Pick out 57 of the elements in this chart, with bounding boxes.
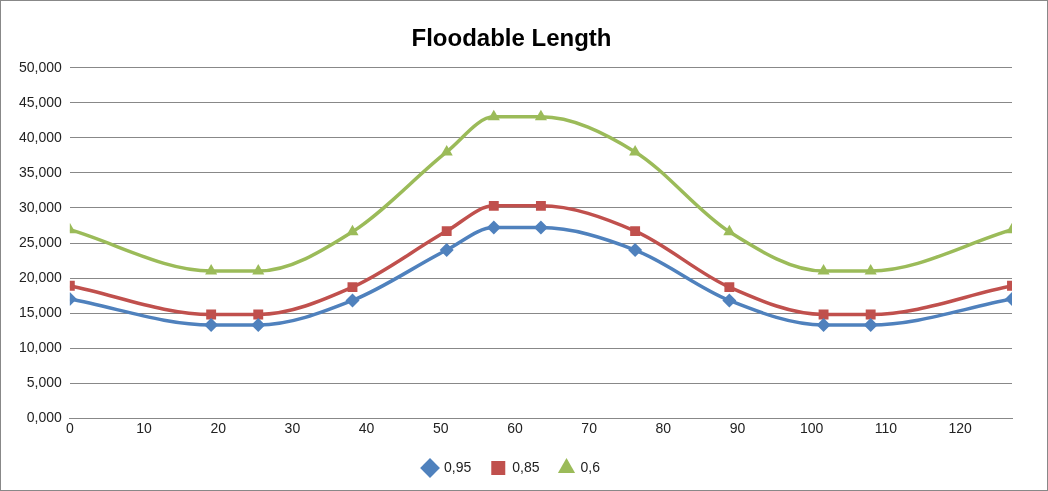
point	[535, 200, 546, 211]
y-tick-label: 15,000	[18, 303, 63, 320]
x-tick-label: 50	[432, 420, 449, 437]
point	[440, 144, 453, 156]
point	[253, 309, 264, 320]
x-tick-label: 40	[358, 420, 375, 437]
point	[629, 144, 642, 156]
x-tick-label: 0	[65, 420, 74, 437]
point	[252, 264, 265, 275]
y-tick-label: 0,000	[26, 409, 63, 426]
point	[206, 309, 217, 320]
point	[864, 264, 877, 275]
y-tick-label: 45,000	[18, 93, 63, 110]
point	[628, 243, 643, 258]
x-tick-label: 110	[874, 420, 898, 437]
point	[488, 200, 499, 211]
y-tick-label: 50,000	[18, 58, 63, 75]
point	[487, 109, 500, 121]
x-tick-label: 80	[655, 420, 672, 437]
legend-label: 0,6	[580, 458, 601, 475]
point	[816, 317, 831, 332]
legend-label: 0,95	[444, 458, 472, 475]
point	[439, 243, 454, 258]
point	[345, 293, 360, 308]
y-tick-label: 10,000	[18, 338, 63, 355]
point	[863, 317, 878, 332]
point	[722, 293, 737, 308]
point	[205, 264, 218, 275]
point	[818, 309, 829, 320]
point	[533, 220, 548, 235]
x-tick-label: 120	[948, 420, 972, 437]
x-tick-label: 30	[284, 420, 301, 437]
point	[865, 309, 876, 320]
x-tick-label: 90	[729, 420, 746, 437]
point	[534, 109, 547, 121]
chart-title: Floodable Length	[411, 24, 612, 52]
y-tick-label: 40,000	[18, 128, 63, 145]
point	[630, 226, 641, 237]
point	[817, 264, 830, 275]
x-tick-label: 100	[800, 420, 824, 437]
point	[204, 317, 219, 332]
x-tick-label: 10	[136, 420, 152, 437]
y-tick-label: 20,000	[18, 268, 63, 285]
point	[486, 220, 501, 235]
x-tick-label: 60	[507, 420, 523, 437]
y-tick-label: 30,000	[18, 198, 63, 215]
x-tick-label: 20	[210, 420, 227, 437]
y-tick-label: 25,000	[18, 233, 63, 250]
point	[441, 226, 452, 237]
legend-label: 0,85	[512, 458, 540, 475]
point	[347, 282, 358, 293]
point	[251, 317, 266, 332]
y-tick-label: 35,000	[18, 163, 63, 180]
x-tick-label: 70	[581, 420, 598, 437]
point	[346, 224, 359, 236]
y-tick-label: 5,000	[26, 374, 63, 391]
point	[724, 282, 735, 293]
